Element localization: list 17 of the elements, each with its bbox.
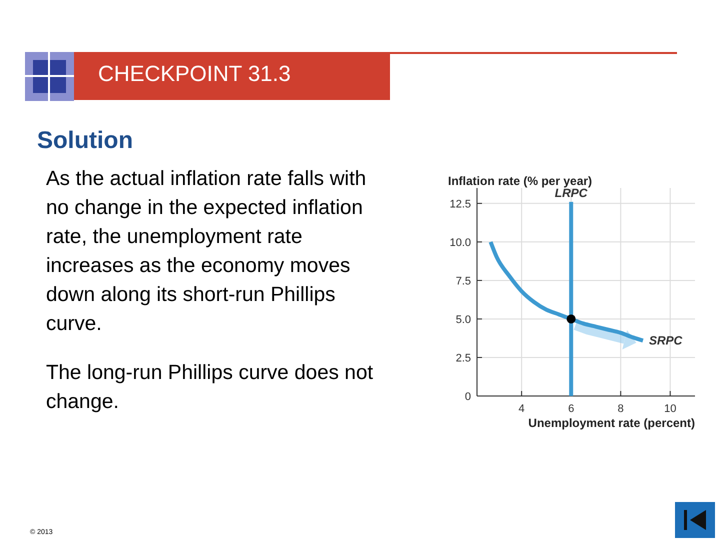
- text: Solution: [37, 127, 133, 154]
- x-tick-label: 10: [664, 403, 676, 415]
- y-axis-title: Inflation rate (% per year): [448, 174, 592, 188]
- series-label: SRPC: [648, 334, 683, 348]
- x-tick-label: 8: [618, 403, 624, 415]
- text: As the actual inflation rate falls with no change in the expected inflation rate, the unemployment rate increases as the economy moves down along its short-run Phillips curve.: [46, 167, 366, 335]
- y-tick-label: 7.5: [456, 275, 471, 288]
- x-axis-title: Unemployment rate (percent): [528, 416, 695, 430]
- text: CHECKPOINT 31.3: [98, 61, 291, 86]
- y-tick-label: 2.5: [456, 352, 471, 364]
- y-tick-label: 10.0: [450, 236, 471, 249]
- text: The long-run Phillips curve does not change.: [46, 361, 374, 413]
- y-tick-label: 12.5: [450, 198, 471, 210]
- y-tick-label: 0: [464, 391, 471, 403]
- x-tick-label: 4: [518, 403, 525, 415]
- x-tick-label: 6: [568, 403, 574, 415]
- y-tick-label: 5.0: [456, 314, 471, 326]
